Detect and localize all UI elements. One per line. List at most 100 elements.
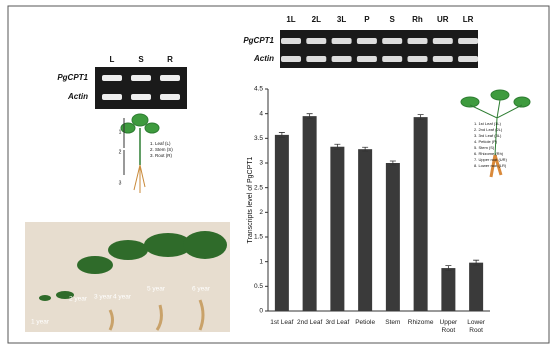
y-tick-label: 1.5 (254, 234, 263, 241)
gel-band (432, 38, 453, 44)
gel-band (331, 56, 352, 62)
error-bar (334, 143, 341, 150)
bar (441, 268, 456, 311)
lane-label: R (167, 55, 173, 64)
plant-drawing (120, 113, 160, 193)
year-label: 3 year (94, 294, 113, 301)
year-label: 4 year (113, 294, 132, 301)
gel-band (382, 56, 403, 62)
y-axis-label: Transcripts level of PgCPT1 (247, 156, 254, 243)
error-bar (445, 265, 452, 271)
gel-band (281, 56, 301, 62)
gel (280, 30, 478, 68)
x-tick-label: Stem (385, 319, 401, 326)
inset-label: 2. 2nd Leaf (2L) (474, 127, 503, 132)
lane-label: S (138, 55, 144, 64)
year-label: 6 year (192, 286, 211, 293)
x-tick-label: 3rd Leaf (325, 319, 350, 326)
error-bar (473, 259, 480, 266)
inset-label: 1. 1st Leaf (1L) (474, 121, 502, 126)
bar (330, 146, 345, 311)
row-label: PgCPT1 (243, 36, 274, 45)
gel-band (331, 38, 352, 44)
part-number: 2 (119, 149, 122, 155)
x-tick-label: 1st Leaf (270, 319, 294, 326)
year-label: 1 year (31, 319, 50, 326)
y-tick-label: 4.5 (254, 86, 263, 93)
gel-band (382, 38, 403, 44)
y-tick-label: 4 (259, 110, 263, 117)
bar (385, 163, 400, 311)
row-label: Actin (253, 54, 274, 63)
error-bar (278, 132, 285, 138)
bar (413, 117, 428, 312)
bar (358, 149, 373, 311)
lane-label: LR (463, 15, 474, 24)
lane-label: P (364, 15, 370, 24)
y-tick-label: 3.5 (254, 135, 263, 142)
x-tick-label: Upper Root (439, 319, 458, 334)
year-label: 5 year (147, 286, 166, 293)
frame (7, 5, 550, 344)
y-tick-label: 0 (259, 308, 263, 315)
inset-label: 8. Lower root (LR) (474, 163, 507, 168)
y-tick-label: 2 (259, 209, 263, 216)
gel-band (458, 38, 479, 44)
gel-band (131, 94, 151, 100)
lane-label: S (390, 15, 396, 24)
inset-label: 6. Rhizome (Rh) (474, 151, 504, 156)
part-number: 3 (119, 180, 122, 186)
gel-band (306, 38, 327, 44)
inset-label: 4. Petiole (P) (474, 139, 498, 144)
error-bar (417, 114, 424, 120)
bar (302, 116, 317, 311)
gel-band (356, 56, 377, 62)
inset-plant (460, 89, 531, 178)
gel-band (102, 75, 122, 81)
year-label: 2 year (69, 296, 88, 303)
gel-band (160, 75, 180, 81)
y-tick-label: 1 (259, 258, 263, 265)
bar (274, 134, 289, 311)
gel-band (432, 56, 453, 62)
lane-label: 3L (337, 15, 346, 24)
lane-label: 1L (286, 15, 295, 24)
error-bar (306, 113, 313, 119)
photo-plants (39, 231, 227, 331)
part-label: 2. Stem (S) (150, 147, 173, 152)
y-tick-label: 2.5 (254, 184, 263, 191)
gel-band (160, 94, 180, 100)
x-tick-label: Petiole (355, 319, 376, 326)
gel-band (102, 94, 122, 100)
gel-band (407, 38, 428, 44)
lane-label: UR (437, 15, 449, 24)
part-label: 3. Root (R) (150, 153, 173, 158)
gel-band (131, 75, 151, 81)
row-label: Actin (67, 92, 88, 101)
gel-band (407, 56, 428, 62)
x-tick-label: Rhizome (407, 319, 434, 326)
error-bar (362, 146, 369, 152)
inset-label: 7. Upper root (UR) (474, 157, 508, 162)
gel-band (458, 56, 479, 62)
row-label: PgCPT1 (57, 73, 88, 82)
gel-band (356, 38, 377, 44)
lane-label: 2L (312, 15, 321, 24)
x-tick-label: 2nd Leaf (296, 319, 323, 326)
inset-label: 3. 3rd Leaf (3L) (474, 133, 502, 138)
inset-label: 5. Stem (S) (474, 145, 495, 150)
bar (469, 262, 484, 311)
lane-label: Rh (412, 15, 423, 24)
lane-label: L (110, 55, 115, 64)
gel-band (306, 56, 327, 62)
x-tick-label: Lower Root (467, 319, 485, 334)
part-label: 1. Leaf (L) (150, 141, 171, 146)
gel-band (281, 38, 301, 44)
error-bar (389, 160, 396, 166)
y-tick-label: 3 (259, 160, 263, 167)
y-tick-label: 0.5 (254, 283, 263, 290)
part-number: 1 (119, 129, 122, 135)
gel (95, 67, 187, 109)
